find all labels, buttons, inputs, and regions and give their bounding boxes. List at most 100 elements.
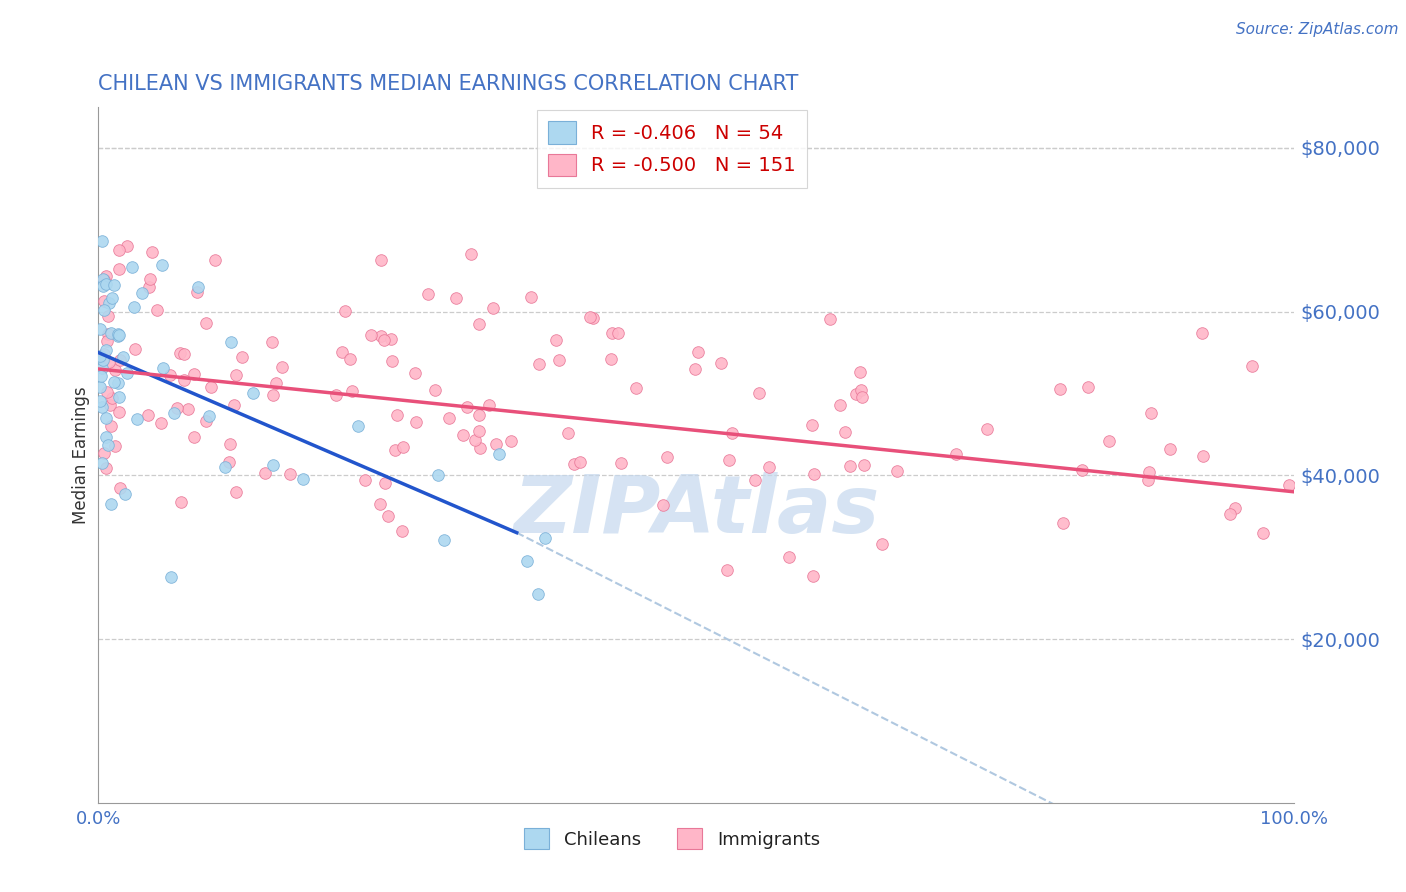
Point xyxy=(101,391,124,405)
Point xyxy=(456,401,478,415)
Point xyxy=(107,376,129,391)
Point xyxy=(370,329,392,343)
Point xyxy=(945,446,967,460)
Point xyxy=(136,409,159,423)
Point xyxy=(200,380,222,394)
Point xyxy=(97,295,120,310)
Point xyxy=(374,476,396,491)
Point xyxy=(89,349,111,363)
Point xyxy=(657,450,679,464)
Point xyxy=(107,390,129,404)
Point xyxy=(437,411,460,425)
Point xyxy=(89,393,111,408)
Point xyxy=(94,461,117,475)
Point xyxy=(89,322,111,336)
Point xyxy=(1278,478,1301,492)
Point xyxy=(224,398,246,412)
Point xyxy=(1098,434,1121,448)
Y-axis label: Median Earnings: Median Earnings xyxy=(72,386,90,524)
Point xyxy=(96,384,118,399)
Point xyxy=(262,458,284,472)
Point xyxy=(460,246,482,260)
Point xyxy=(183,430,205,444)
Point xyxy=(97,438,120,452)
Point xyxy=(195,414,218,428)
Point xyxy=(160,570,183,584)
Point xyxy=(578,310,600,324)
Point xyxy=(1049,382,1071,396)
Point xyxy=(152,360,174,375)
Point xyxy=(721,426,744,441)
Point xyxy=(976,422,998,436)
Point xyxy=(564,457,586,471)
Point xyxy=(464,433,486,447)
Point xyxy=(716,563,738,577)
Point xyxy=(534,531,557,545)
Point xyxy=(418,287,440,301)
Text: ZIPAtlas: ZIPAtlas xyxy=(513,472,879,549)
Point xyxy=(197,409,219,424)
Point xyxy=(97,326,120,341)
Point xyxy=(278,467,301,481)
Point xyxy=(159,368,181,383)
Point xyxy=(548,353,571,368)
Point xyxy=(610,456,633,470)
Point xyxy=(103,376,125,390)
Point xyxy=(100,326,122,341)
Point xyxy=(391,440,413,454)
Point xyxy=(93,446,115,460)
Point xyxy=(467,317,489,331)
Point xyxy=(520,291,543,305)
Point xyxy=(339,351,361,366)
Point xyxy=(569,455,592,469)
Point xyxy=(557,425,579,440)
Point xyxy=(744,473,766,487)
Point xyxy=(225,485,247,500)
Point xyxy=(527,586,550,600)
Point xyxy=(381,354,404,368)
Point xyxy=(100,497,122,511)
Point xyxy=(433,533,456,548)
Point xyxy=(872,537,894,551)
Point xyxy=(183,367,205,381)
Point xyxy=(103,278,125,293)
Point xyxy=(115,367,138,381)
Point xyxy=(122,301,145,315)
Point xyxy=(104,363,127,377)
Point xyxy=(108,352,131,367)
Point xyxy=(97,309,120,323)
Point xyxy=(91,234,114,248)
Point xyxy=(166,401,188,415)
Point xyxy=(94,268,117,283)
Point xyxy=(91,401,114,415)
Point xyxy=(94,430,117,444)
Point xyxy=(150,258,173,272)
Point xyxy=(271,360,294,375)
Point xyxy=(115,239,138,253)
Point xyxy=(173,373,195,387)
Point xyxy=(377,508,399,523)
Point xyxy=(91,456,114,470)
Point xyxy=(600,326,623,340)
Point xyxy=(380,333,402,347)
Point xyxy=(839,459,862,474)
Point xyxy=(1219,507,1241,521)
Point xyxy=(801,568,824,582)
Point xyxy=(384,442,406,457)
Point xyxy=(1070,463,1092,477)
Point xyxy=(125,412,148,426)
Point xyxy=(478,398,501,412)
Point xyxy=(426,467,449,482)
Point xyxy=(1137,473,1160,487)
Point xyxy=(607,326,630,341)
Text: Source: ZipAtlas.com: Source: ZipAtlas.com xyxy=(1236,22,1399,37)
Point xyxy=(218,455,240,469)
Point xyxy=(845,387,868,401)
Point xyxy=(173,347,195,361)
Point xyxy=(488,447,510,461)
Point xyxy=(468,442,491,456)
Point xyxy=(444,291,467,305)
Point xyxy=(108,261,131,276)
Point xyxy=(582,311,605,326)
Point xyxy=(851,383,873,397)
